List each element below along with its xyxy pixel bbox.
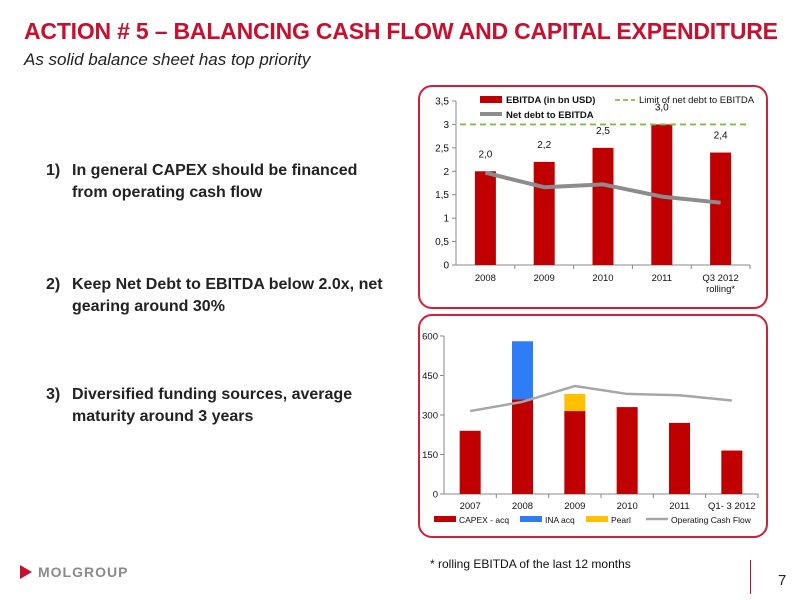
legend-swatch-pearl <box>586 516 608 522</box>
legend-label-ina: INA acq <box>545 515 575 525</box>
ebitda-data-label: 2,4 <box>714 131 728 142</box>
mol-group-logo: MOLGROUP <box>20 564 128 580</box>
capex-bar <box>512 399 533 494</box>
legend-label-net-debt: Net debt to EBITDA <box>506 110 594 121</box>
x-tick-label: 2009 <box>534 273 555 284</box>
legend-label-pearl: Pearl <box>611 515 631 525</box>
key-point-text: In general CAPEX should be financed from… <box>72 162 358 201</box>
ebitda-data-label: 2,5 <box>596 126 610 137</box>
pearl-bar <box>564 393 586 412</box>
ebitda-bar <box>533 161 555 265</box>
ebitda-net-debt-chart: 0 0,5 1 1,5 2 2,5 3 3,5 2,0 2008 2,2 2009 2,5 2010 3,0… <box>435 95 755 295</box>
capex-bar <box>616 407 638 494</box>
y-tick-label: 150 <box>422 450 438 461</box>
x-tick-label: 2008 <box>475 273 496 284</box>
x-tick-label-line: rolling* <box>706 284 735 295</box>
ebitda-chart-panel: 0 0,5 1 1,5 2 2,5 3 3,5 2,0 2008 2,2 2009 2,5 2010 3,0… <box>418 85 768 309</box>
legend-swatch-capex <box>434 516 456 522</box>
logo-triangle-icon <box>20 565 32 579</box>
footnote: * rolling EBITDA of the last 12 months <box>430 557 631 571</box>
key-point-text: Keep Net Debt to EBITDA below 2.0x, net … <box>72 276 383 315</box>
capex-bar <box>459 430 481 494</box>
capex-bar <box>564 411 586 494</box>
x-tick-label: 2011 <box>652 273 672 284</box>
ebitda-bar <box>474 171 496 265</box>
slide-title: ACTION # 5 – BALANCING CASH FLOW AND CAP… <box>24 18 778 44</box>
key-point-number: 2) <box>46 276 61 293</box>
y-tick-label: 300 <box>422 411 438 422</box>
operating-cash-flow-line <box>469 384 732 413</box>
key-point-text: Diversified funding sources, average mat… <box>72 386 353 425</box>
y-tick-label: 3,5 <box>435 97 449 108</box>
capex-bar <box>721 450 743 494</box>
legend-label-ocf: Operating Cash Flow <box>671 515 752 525</box>
x-tick-label: 2011 <box>669 501 689 512</box>
y-tick-label: 1,5 <box>435 190 449 201</box>
ebitda-bar <box>592 147 614 265</box>
x-tick-label: Q1- 3 2012 <box>708 501 756 512</box>
legend-label-capex: CAPEX - acq <box>459 515 509 525</box>
x-tick-label: 2010 <box>592 273 613 284</box>
ebitda-bar <box>710 152 732 265</box>
y-tick-label: 600 <box>422 332 438 343</box>
key-point-number: 3) <box>46 386 61 403</box>
y-tick-label: 2 <box>443 167 449 178</box>
y-tick-label: 0 <box>433 490 438 501</box>
legend-swatch-ina <box>520 516 542 522</box>
ebitda-data-label: 2,2 <box>537 140 551 151</box>
x-tick-label: Q3 2012 rolling* <box>702 273 738 295</box>
key-point-number: 1) <box>46 162 61 179</box>
capex-cash-flow-chart: 0 150 300 450 600 2007 2008 2009 2010 2011 Q1- 3 2… <box>422 332 759 525</box>
net-debt-line <box>484 170 721 205</box>
y-tick-label: 1 <box>443 214 449 225</box>
y-tick-label: 2,5 <box>435 143 449 154</box>
page-number: 7 <box>778 572 787 589</box>
slide-subtitle: As solid balance sheet has top priority <box>24 50 311 69</box>
ebitda-data-label: 2,0 <box>478 149 492 160</box>
y-tick-label: 3 <box>443 120 449 131</box>
logo-text: MOLGROUP <box>38 564 129 580</box>
legend-swatch-ebitda <box>480 96 502 103</box>
legend-label-limit: Limit of net debt to EBITDA <box>639 95 755 106</box>
x-tick-label: 2010 <box>617 501 638 512</box>
y-tick-label: 450 <box>422 371 438 382</box>
ina-acq-bar <box>512 341 533 400</box>
capex-chart-panel: 0 150 300 450 600 2007 2008 2009 2010 2011 Q1- 3 2… <box>418 314 768 538</box>
x-tick-label: 2008 <box>512 501 533 512</box>
ebitda-data-label: 3,0 <box>655 102 669 113</box>
x-tick-label-line: Q3 2012 <box>702 273 738 284</box>
y-tick-label: 0,5 <box>435 237 449 248</box>
legend-label-ebitda: EBITDA (in bn USD) <box>506 95 595 106</box>
page-divider <box>750 560 751 594</box>
y-tick-label: 0 <box>443 261 449 272</box>
capex-bar <box>669 422 690 494</box>
x-tick-label: 2009 <box>564 501 585 512</box>
x-tick-label: 2007 <box>460 501 481 512</box>
